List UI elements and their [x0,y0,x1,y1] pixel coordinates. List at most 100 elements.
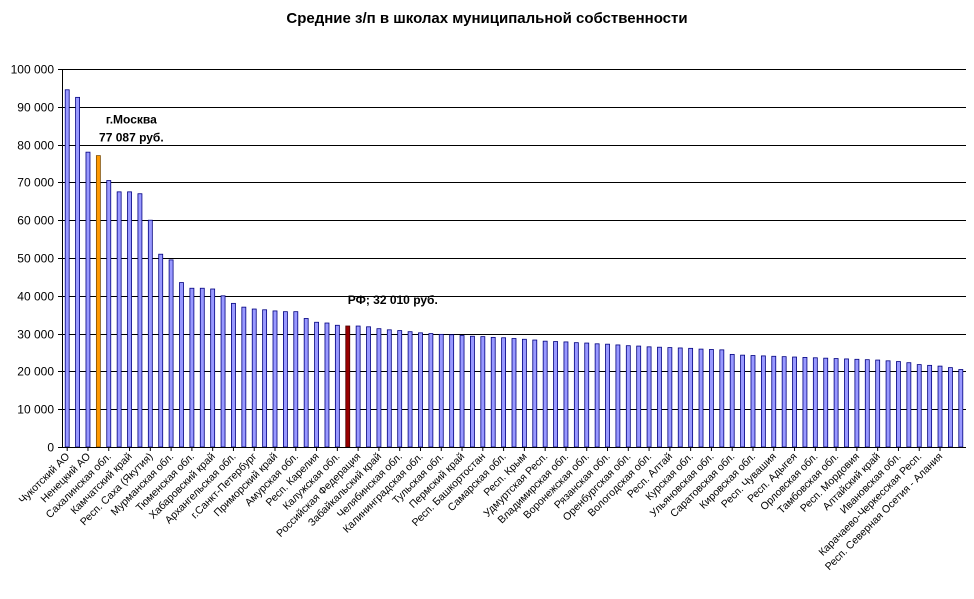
bar [781,356,787,448]
bar [293,311,299,448]
y-tick-label: 10 000 [17,403,54,417]
bar [573,342,579,448]
bar [85,151,91,448]
bar [179,282,184,448]
bar [844,358,849,448]
bar [199,287,205,448]
bar [896,361,901,448]
bar [792,356,797,448]
bar [657,346,662,448]
bar [729,353,735,448]
bar [397,330,403,448]
bar [220,295,226,448]
bar [470,335,475,448]
bar [875,359,881,448]
bar [490,336,496,448]
bar [948,367,953,448]
y-tick-label: 80 000 [17,139,54,153]
bar [605,343,610,448]
y-tick-label: 0 [47,441,54,455]
bar [428,333,434,448]
bar [740,354,745,448]
bar [480,336,486,448]
bar [771,355,777,448]
bar [927,364,933,448]
bar [760,355,766,448]
bar [615,344,621,448]
bar [438,333,444,448]
bar [532,339,538,448]
bar [521,338,527,448]
bar [636,345,642,448]
bar [594,343,600,448]
bar [116,191,122,448]
bar [241,306,247,448]
bar [885,360,891,448]
bar [553,341,558,448]
bar [334,324,340,448]
bar [418,332,423,448]
annotation-moscow: г.Москва 77 087 руб. [99,113,164,145]
bar [709,349,714,448]
bar [127,191,132,448]
bar [366,326,371,448]
y-tick-label: 100 000 [11,63,55,77]
bar [407,331,413,448]
bar [833,358,839,448]
bar [262,309,268,448]
bar [189,287,195,448]
y-tick-label: 20 000 [17,365,54,379]
bar [106,180,112,448]
bar [864,359,870,448]
bar [511,338,517,448]
bar [667,347,673,448]
bar [231,302,236,448]
bar [251,308,257,448]
bar [376,328,382,448]
bar [812,357,818,448]
bar [386,329,392,448]
bar [823,357,829,448]
bar [584,342,590,448]
annotation-russia: РФ; 32 010 руб. [348,293,438,307]
y-tick-label: 40 000 [17,290,54,304]
annotation-text: РФ; 32 010 руб. [348,293,438,307]
bar [625,345,631,448]
y-tick-label: 70 000 [17,176,54,190]
bar [750,355,756,448]
y-tick-label: 60 000 [17,214,54,228]
bar [459,335,465,448]
bar [677,347,683,448]
bar [719,349,725,448]
bar [147,219,153,448]
bar-moscow [95,155,101,448]
bar [303,318,309,448]
bar [646,346,652,448]
y-tick-label: 50 000 [17,252,54,266]
bar-russia [345,325,351,448]
bar [75,96,80,448]
bar [854,358,860,448]
bar [324,322,330,448]
bar [64,89,70,448]
bar [314,321,319,448]
bar [542,340,548,448]
bar [501,337,507,448]
bar [698,348,704,448]
bar [563,341,569,448]
bar [449,334,455,448]
bar [158,253,164,448]
bar [916,364,922,448]
bar [802,357,808,448]
bar [168,259,174,448]
bar [937,365,943,448]
y-tick-label: 90 000 [17,101,54,115]
bar [355,325,361,448]
bar [688,347,694,448]
annotation-text: г.Москва [106,113,157,127]
annotation-text: 77 087 руб. [99,131,164,145]
chart-title: Средние з/п в школах муниципальной собст… [286,10,688,27]
bar [906,362,912,448]
bar [282,311,288,448]
y-tick-label: 30 000 [17,328,54,342]
